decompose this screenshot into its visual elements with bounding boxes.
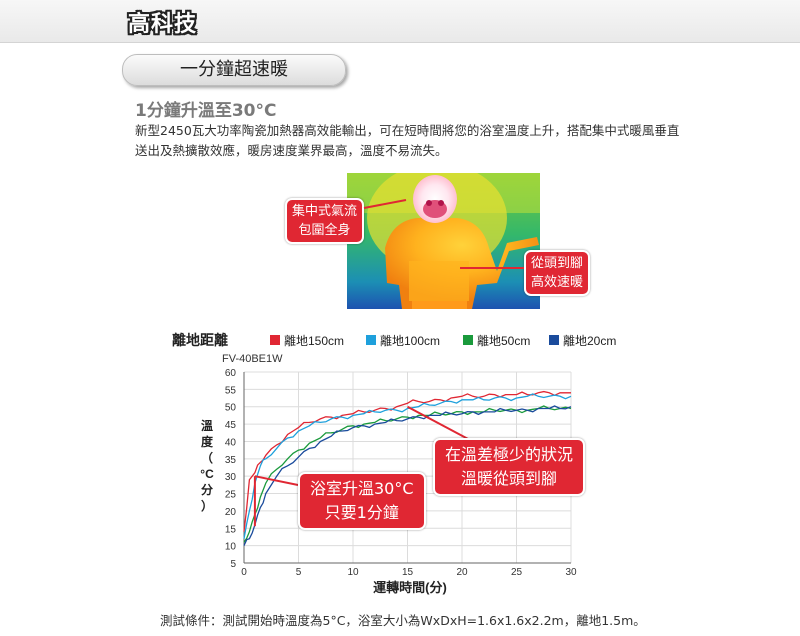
legend-title: 離地距離 — [172, 332, 228, 348]
callout-airflow: 集中式氣流 包圍全身 — [285, 198, 365, 244]
y-label-char: 度 — [201, 434, 214, 449]
chart-series — [243, 390, 572, 546]
series-line-離地20cm — [243, 405, 572, 546]
chart-legend: 離地距離 離地150cm 離地100cm 離地50cm 離地20cm — [172, 332, 616, 348]
callout-head-to-toe-line-1: 從頭到腳 — [531, 256, 584, 271]
test-conditions-footnote: 測試條件：測試開始時溫度為5°C，浴室大小為WxDxH=1.6x1.6x2.2m… — [160, 613, 646, 628]
legend-swatch — [463, 335, 473, 345]
model-label: FV-40BE1W — [222, 353, 283, 365]
thermal-image — [347, 173, 540, 309]
y-tick-label: 10 — [225, 542, 237, 553]
y-tick-label: 20 — [225, 507, 237, 518]
y-tick-label: 25 — [225, 490, 237, 501]
annotation-head-to-toe: 在溫差極少的狀況 溫暖從頭到腳 — [433, 438, 586, 496]
y-label-char: 溫 — [201, 419, 213, 433]
x-axis-label: 運轉時間(分) — [373, 580, 447, 595]
series-line-離地150cm — [243, 390, 571, 532]
x-tick-label: 0 — [241, 567, 247, 578]
callout-airflow-line-1: 集中式氣流 — [292, 204, 358, 219]
y-label-char: （ — [201, 450, 213, 465]
y-axis-label: 溫度（ °C分） — [200, 419, 214, 513]
y-tick-label: 5 — [230, 559, 236, 570]
y-tick-label: 35 — [225, 455, 237, 466]
x-tick-label: 10 — [347, 567, 359, 578]
legend-label: 離地20cm — [563, 334, 616, 348]
annotation-head-to-toe-line-1: 在溫差極少的狀況 — [445, 445, 574, 464]
y-tick-label: 55 — [225, 385, 237, 396]
top-bar: 高科技 — [0, 0, 800, 43]
annotation-1min-30c-line-2: 只要1分鐘 — [324, 503, 399, 522]
y-tick-label: 45 — [225, 420, 237, 431]
y-label-char: 分 — [201, 482, 213, 497]
x-tick-label: 20 — [456, 567, 468, 578]
feature-title: 1分鐘升溫至30°C — [135, 101, 277, 121]
series-line-離地100cm — [243, 393, 572, 539]
callout-head-to-toe: 從頭到腳 高效速暖 — [524, 250, 591, 296]
x-tick-label: 15 — [402, 567, 414, 578]
y-tick-label: 60 — [225, 368, 237, 379]
brand-title: 高科技 — [128, 12, 198, 37]
y-tick-label: 30 — [225, 472, 237, 483]
x-tick-label: 5 — [296, 567, 302, 578]
chart-annotation-leaders — [253, 405, 471, 527]
legend-swatch — [366, 335, 376, 345]
y-label-char: °C — [200, 467, 214, 481]
legend-label: 離地100cm — [380, 334, 440, 348]
section-title: 一分鐘超速暖 — [180, 59, 288, 80]
thermal-image-graphic — [347, 173, 540, 309]
y-label-char: ） — [201, 498, 213, 513]
x-tick-label: 25 — [511, 567, 523, 578]
callout-head-to-toe-line-2: 高效速暖 — [531, 275, 584, 290]
legend-label: 離地150cm — [284, 334, 344, 348]
y-tick-label: 50 — [225, 403, 237, 414]
legend-swatch — [549, 335, 559, 345]
section-title-pill: 一分鐘超速暖 — [122, 54, 346, 86]
annotation-1min-30c-line-1: 浴室升溫30°C — [310, 479, 414, 498]
leader-line-1min — [254, 475, 299, 486]
legend-label: 離地50cm — [477, 334, 530, 348]
feature-description: 新型2450瓦大功率陶瓷加熱器高效能輸出，可在短時間將您的浴室溫度上升，搭配集中… — [135, 123, 680, 158]
y-tick-label: 15 — [225, 524, 237, 535]
x-tick-label: 30 — [565, 567, 577, 578]
annotation-head-to-toe-line-2: 溫暖從頭到腳 — [461, 469, 558, 488]
series-line-離地50cm — [243, 405, 572, 543]
leader-line-head-to-toe-chart — [407, 405, 471, 441]
callout-airflow-line-2: 包圍全身 — [298, 223, 351, 238]
y-tick-label: 40 — [225, 437, 237, 448]
legend-swatch — [270, 335, 280, 345]
annotation-1min-30c: 浴室升溫30°C 只要1分鐘 — [298, 472, 426, 530]
